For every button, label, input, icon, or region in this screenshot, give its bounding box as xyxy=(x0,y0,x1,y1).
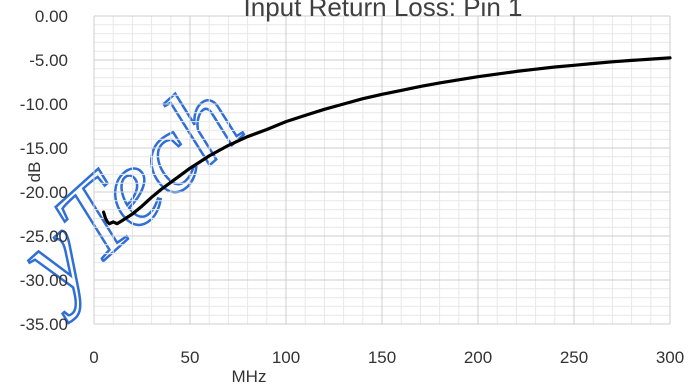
y-tick-label: -30.00 xyxy=(20,271,68,290)
y-tick-label: -25.00 xyxy=(20,227,68,246)
x-tick-label: 300 xyxy=(656,348,684,367)
x-axis-title: MHz xyxy=(232,367,267,385)
x-tick-label: 200 xyxy=(464,348,492,367)
y-tick-label: -10.00 xyxy=(20,95,68,114)
x-tick-label: 50 xyxy=(181,348,200,367)
series-line xyxy=(101,56,672,226)
y-tick-label: -5.00 xyxy=(29,51,68,70)
y-tick-label: -35.00 xyxy=(20,315,68,334)
x-tick-label: 0 xyxy=(89,348,98,367)
y-axis-title: dB xyxy=(25,162,44,183)
major-gridlines xyxy=(93,15,671,325)
x-tick-label: 250 xyxy=(560,348,588,367)
y-tick-labels: 0.00 -5.00 -10.00 -15.00 -20.00 -25.00 -30.00 -… xyxy=(20,7,68,334)
y-tick-label: -20.00 xyxy=(20,183,68,202)
chart-title: Input Return Loss: Pin 1 xyxy=(244,0,523,22)
x-tick-label: 100 xyxy=(272,348,300,367)
y-tick-label: 0.00 xyxy=(35,7,68,26)
series-layer xyxy=(101,56,672,226)
y-tick-label: -15.00 xyxy=(20,139,68,158)
x-tick-labels: 0 50 100 150 200 250 300 xyxy=(89,348,684,367)
x-tick-label: 150 xyxy=(368,348,396,367)
